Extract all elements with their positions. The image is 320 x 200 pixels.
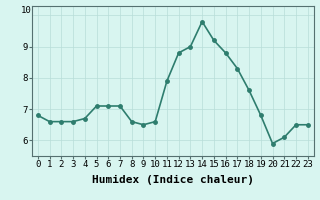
X-axis label: Humidex (Indice chaleur): Humidex (Indice chaleur) xyxy=(92,175,254,185)
Text: 10: 10 xyxy=(21,6,32,15)
